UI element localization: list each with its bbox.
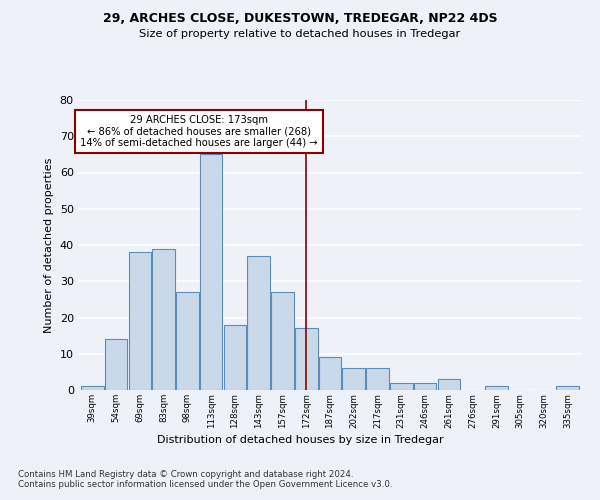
Bar	[485, 386, 508, 390]
Text: Size of property relative to detached houses in Tredegar: Size of property relative to detached ho…	[139, 29, 461, 39]
Text: 29, ARCHES CLOSE, DUKESTOWN, TREDEGAR, NP22 4DS: 29, ARCHES CLOSE, DUKESTOWN, TREDEGAR, N…	[103, 12, 497, 26]
Y-axis label: Number of detached properties: Number of detached properties	[44, 158, 54, 332]
Bar	[152, 248, 175, 390]
Bar	[414, 383, 436, 390]
Bar	[271, 292, 294, 390]
Bar	[366, 368, 389, 390]
Text: Contains HM Land Registry data © Crown copyright and database right 2024.: Contains HM Land Registry data © Crown c…	[18, 470, 353, 479]
Bar	[224, 325, 246, 390]
Bar	[105, 339, 127, 390]
Bar	[390, 383, 413, 390]
Text: Distribution of detached houses by size in Tredegar: Distribution of detached houses by size …	[157, 435, 443, 445]
Bar	[319, 358, 341, 390]
Bar	[556, 386, 579, 390]
Bar	[128, 252, 151, 390]
Bar	[200, 154, 223, 390]
Bar	[437, 379, 460, 390]
Bar	[176, 292, 199, 390]
Bar	[295, 328, 317, 390]
Text: 29 ARCHES CLOSE: 173sqm
← 86% of detached houses are smaller (268)
14% of semi-d: 29 ARCHES CLOSE: 173sqm ← 86% of detache…	[80, 114, 318, 148]
Text: Contains public sector information licensed under the Open Government Licence v3: Contains public sector information licen…	[18, 480, 392, 489]
Bar	[81, 386, 104, 390]
Bar	[343, 368, 365, 390]
Bar	[247, 256, 270, 390]
